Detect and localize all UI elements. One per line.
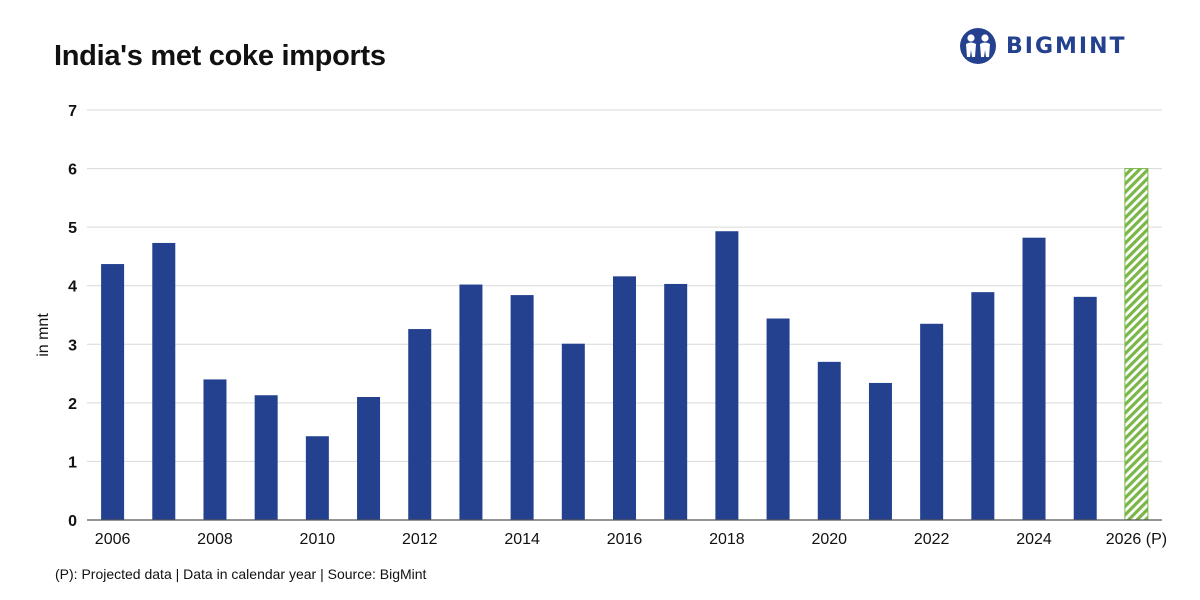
bigmint-logo: BIGMINT [958,26,1127,66]
bar [1073,296,1097,520]
bar [152,242,176,520]
bar [305,436,329,520]
logo-text: BIGMINT [1006,33,1127,59]
y-tick-label: 5 [68,220,77,237]
bar-projected [1124,168,1149,521]
bar [613,276,636,520]
y-axis-label: in mnt [35,313,52,357]
bar [101,264,125,520]
x-tick-label: 2020 [811,531,847,548]
x-tick-label: 2014 [504,531,540,548]
bar [817,361,841,520]
x-tick-label: 2006 [95,531,131,548]
bar [510,295,534,520]
bar [203,379,227,520]
bar [920,323,944,520]
bar [254,395,278,520]
x-tick-label: 2010 [300,531,336,548]
bar [715,231,739,520]
x-tick-label: 2012 [402,531,438,548]
bigmint-people-icon [960,28,996,64]
x-tick-label: 2008 [197,531,233,548]
y-tick-label: 1 [68,454,77,471]
chart-title: India's met coke imports [54,40,386,72]
y-tick-label: 7 [68,103,77,120]
x-tick-label: 2026 (P) [1106,531,1167,548]
bar [664,283,688,520]
bar [459,284,483,520]
chart-footnote: (P): Projected data | Data in calendar y… [55,566,427,582]
bar [766,318,790,520]
bar [971,292,995,520]
x-tick-label: 2016 [607,531,643,548]
bar [1022,237,1046,520]
y-tick-label: 0 [68,513,77,530]
x-tick-label: 2022 [914,531,950,548]
y-tick-label: 4 [68,279,77,296]
y-tick-label: 2 [68,396,77,413]
x-tick-label: 2024 [1016,531,1052,548]
bar [408,329,432,520]
bar [868,382,892,520]
y-tick-label: 6 [68,162,77,179]
x-tick-label: 2018 [709,531,745,548]
bar [357,397,381,520]
y-tick-label: 3 [68,337,77,354]
bar [561,343,585,520]
